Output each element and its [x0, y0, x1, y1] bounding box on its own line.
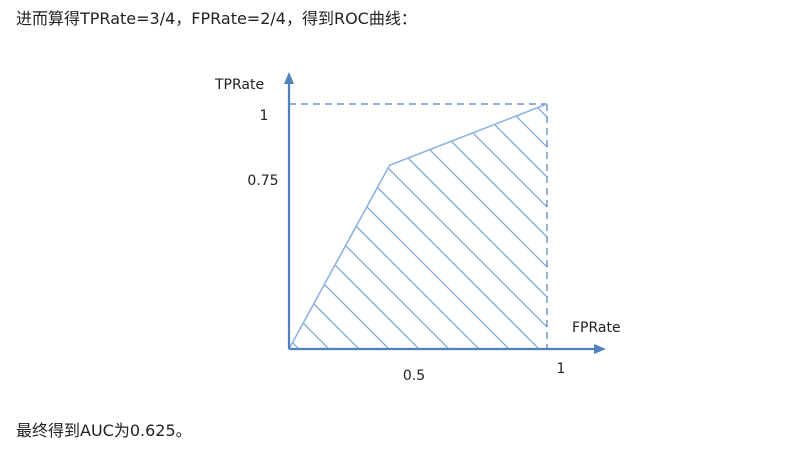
hatch-line — [289, 104, 391, 349]
hatch-line — [289, 104, 481, 349]
hatch-line — [519, 104, 547, 349]
hatch-line — [289, 104, 541, 349]
x-axis-title: FPRate — [572, 320, 621, 336]
hatch-line — [289, 104, 361, 349]
x-axis-arrow-icon — [594, 344, 606, 354]
y-tick-label: 1 — [260, 108, 269, 124]
x-tick-label: 0.5 — [403, 368, 425, 384]
hatch-line — [289, 104, 511, 349]
hatch-line — [489, 104, 547, 349]
hatch-line — [289, 104, 547, 349]
hatch-line — [0, 60, 270, 380]
y-axis — [284, 72, 294, 349]
conclusion-text: 最终得到AUC为0.625。 — [16, 421, 192, 440]
hatch-line — [289, 104, 421, 349]
x-tick-label: 1 — [557, 361, 566, 377]
roc-curve — [288, 103, 548, 350]
hatch-line — [399, 104, 547, 349]
hatch-line — [289, 104, 331, 349]
y-axis-arrow-icon — [284, 72, 294, 84]
auc-hatch-area — [0, 60, 547, 380]
intro-text: 进而算得TPRate=3/4，FPRate=2/4，得到ROC曲线： — [16, 9, 417, 28]
x-axis — [289, 344, 606, 354]
y-axis-title: TPRate — [214, 77, 264, 93]
y-tick-label: 0.75 — [247, 173, 278, 189]
hatch-line — [369, 104, 547, 349]
hatch-line — [289, 104, 301, 349]
